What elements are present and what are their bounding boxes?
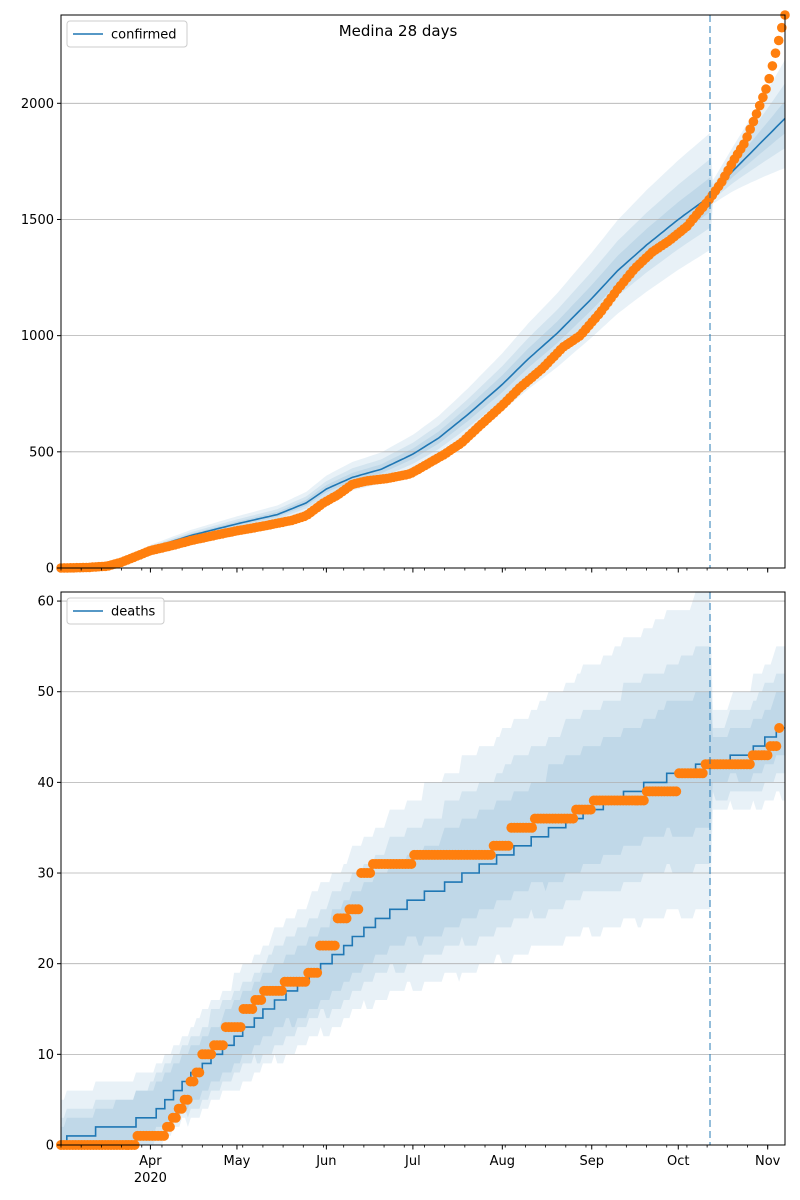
confirmed-observed-point xyxy=(767,61,778,71)
deaths-observed-points xyxy=(56,723,785,1150)
deaths-observed-point xyxy=(235,1022,246,1033)
chart-title: Medina 28 days xyxy=(339,22,458,40)
confirmed-observed-point xyxy=(770,48,781,58)
confirmed-observed-point xyxy=(773,35,784,46)
deaths-observed-point xyxy=(206,1049,217,1060)
x-tick-label: Apr xyxy=(139,1154,162,1169)
y-tick-label: 30 xyxy=(37,867,54,882)
y-tick-label: 40 xyxy=(37,776,54,791)
y-tick-label: 20 xyxy=(37,957,54,972)
y-tick-label: 50 xyxy=(37,685,54,700)
deaths-x-ticks: Apr 2020 May Jun Jul Aug Sep Oct Nov xyxy=(60,1145,781,1186)
confirmed-panel: 0 500 1000 1500 2000 Medina 28 days confirme… xyxy=(21,10,790,577)
deaths-observed-point xyxy=(353,904,364,915)
confirmed-observed-point xyxy=(761,84,771,94)
confirmed-observed-point xyxy=(745,124,755,134)
deaths-observed-point xyxy=(406,859,417,869)
confirmed-legend: confirmed xyxy=(66,20,188,48)
deaths-legend: deaths xyxy=(66,597,165,625)
deaths-observed-point xyxy=(176,1103,187,1114)
deaths-observed-point xyxy=(697,768,708,779)
deaths-observed-point xyxy=(159,1130,169,1141)
deaths-observed-point xyxy=(744,759,755,770)
deaths-observed-point xyxy=(527,822,537,833)
y-tick-label: 0 xyxy=(46,1139,54,1154)
deaths-observed-point xyxy=(170,1112,181,1123)
deaths-observed-point xyxy=(182,1094,193,1105)
deaths-observed-point xyxy=(671,786,682,797)
x-tick-sublabel: 2020 xyxy=(134,1171,167,1186)
x-tick-label: Sep xyxy=(579,1154,604,1169)
deaths-observed-point xyxy=(485,849,496,860)
x-tick-label: Jun xyxy=(315,1154,336,1169)
y-tick-label: 2000 xyxy=(21,97,54,112)
deaths-observed-point xyxy=(503,840,514,851)
y-tick-label: 0 xyxy=(46,562,54,577)
confirmed-observed-point xyxy=(742,132,752,142)
confirmed-observed-points xyxy=(56,10,790,573)
deaths-observed-point xyxy=(164,1121,175,1132)
confirmed-observed-point xyxy=(748,116,759,127)
deaths-band-2 xyxy=(61,646,785,1145)
y-tick-label: 10 xyxy=(37,1048,54,1063)
deaths-observed-point xyxy=(217,1040,228,1051)
confirmed-x-ticks xyxy=(60,568,769,573)
deaths-y-ticks: 0 10 20 30 40 50 60 xyxy=(37,595,61,1154)
x-tick-label: Aug xyxy=(490,1154,515,1169)
deaths-observed-point xyxy=(762,750,773,761)
confirmed-observed-point xyxy=(758,92,768,103)
confirmed-observed-point xyxy=(751,109,762,119)
legend-label-deaths: deaths xyxy=(111,605,156,620)
deaths-observed-point xyxy=(329,940,340,951)
deaths-axes-frame xyxy=(60,591,786,1146)
x-tick-label: Nov xyxy=(755,1154,781,1169)
deaths-observed-point xyxy=(194,1067,205,1078)
confirmed-y-ticks: 0 500 1000 1500 2000 xyxy=(21,97,61,577)
deaths-observed-point xyxy=(585,804,596,815)
y-tick-label: 500 xyxy=(29,445,54,460)
deaths-observed-point xyxy=(312,967,323,978)
deaths-observed-point xyxy=(638,795,649,806)
y-tick-label: 1000 xyxy=(21,329,54,344)
deaths-observed-point xyxy=(365,868,376,878)
x-tick-label: May xyxy=(224,1154,251,1169)
deaths-panel: 0 10 20 30 40 50 60 Apr 2020 May Jun Jul Aug Sep Oct N… xyxy=(37,591,786,1186)
deaths-observed-point xyxy=(300,976,311,987)
deaths-observed-point xyxy=(568,813,579,824)
deaths-observed-point xyxy=(341,913,352,924)
deaths-observed-point xyxy=(256,995,267,1005)
confirmed-observed-point xyxy=(754,100,765,111)
deaths-observed-point xyxy=(188,1076,199,1087)
legend-label-confirmed: confirmed xyxy=(111,28,177,43)
y-tick-label: 60 xyxy=(37,595,54,610)
y-tick-label: 1500 xyxy=(21,213,54,228)
deaths-observed-point xyxy=(276,985,287,996)
confirmed-observed-point xyxy=(777,22,787,33)
deaths-observed-point xyxy=(774,723,785,733)
deaths-observed-point xyxy=(771,741,782,752)
x-tick-label: Jul xyxy=(404,1154,421,1169)
x-tick-label: Oct xyxy=(667,1154,689,1169)
confirmed-observed-point xyxy=(764,73,774,84)
confirmed-axes-frame xyxy=(60,14,786,569)
deaths-observed-point xyxy=(247,1004,258,1014)
